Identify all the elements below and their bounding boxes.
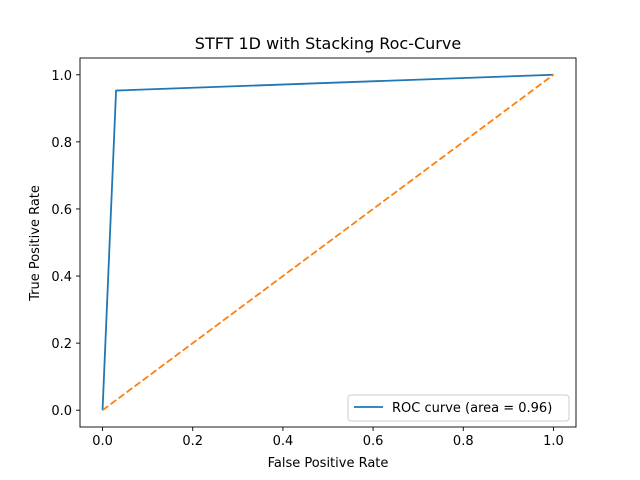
chart-title: STFT 1D with Stacking Roc-Curve	[195, 34, 461, 53]
y-axis-ticks: 0.0 0.2 0.4 0.6 0.8 1.0	[51, 69, 80, 419]
y-tick-label: 0.2	[51, 337, 72, 352]
y-tick-label: 1.0	[51, 69, 72, 84]
x-tick-label: 0.8	[453, 434, 474, 449]
y-tick-label: 0.8	[51, 136, 72, 151]
x-tick-label: 0.4	[273, 434, 294, 449]
x-tick-label: 0.2	[182, 434, 203, 449]
plot-area: 0.0 0.2 0.4 0.6 0.8 1.0 0.0 0.2 0.4 0.6 0.8 1.0	[51, 57, 577, 449]
plot-frame	[79, 57, 577, 428]
roc-curve-line	[101, 73, 554, 411]
chance-diagonal-line	[102, 74, 554, 411]
x-axis-ticks: 0.0 0.2 0.4 0.6 0.8 1.0	[92, 427, 564, 449]
y-tick-label: 0.6	[51, 203, 72, 218]
y-tick-label: 0.4	[51, 270, 72, 285]
x-tick-label: 0.0	[92, 434, 113, 449]
legend-box	[347, 394, 570, 422]
y-axis-label: True Positive Rate	[28, 185, 43, 302]
x-tick-label: 1.0	[543, 434, 564, 449]
x-axis-label: False Positive Rate	[268, 456, 389, 471]
legend: ROC curve (area = 0.96)	[347, 394, 570, 422]
series-layer	[101, 73, 554, 411]
x-tick-label: 0.6	[363, 434, 384, 449]
y-tick-label: 0.0	[51, 404, 72, 419]
legend-label-roc: ROC curve (area = 0.96)	[392, 401, 552, 416]
